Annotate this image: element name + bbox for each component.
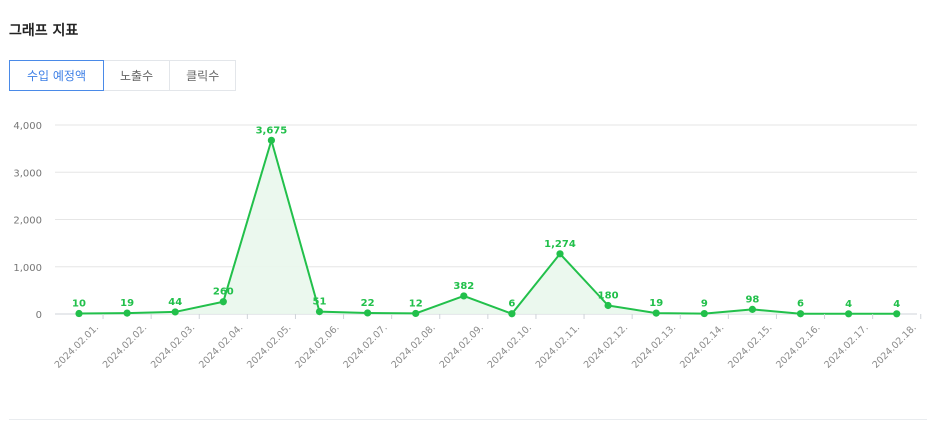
x-tick-label: 2024.02.13. <box>630 322 678 370</box>
tab-impressions[interactable]: 노출수 <box>103 60 171 91</box>
series-area <box>79 140 897 314</box>
x-tick-label: 2024.02.04. <box>197 322 245 370</box>
data-label: 6 <box>508 299 515 310</box>
x-tick-label: 2024.02.07. <box>341 322 389 370</box>
metric-tabs: 수입 예정액 노출수 클릭수 <box>9 60 237 91</box>
data-point[interactable] <box>123 309 131 317</box>
tab-expected-revenue[interactable]: 수입 예정액 <box>9 60 105 91</box>
data-point[interactable] <box>412 309 420 318</box>
gridlines <box>55 124 917 315</box>
x-axis-labels: 2024.02.01. 2024.02.02. 2024.02.03. 2024.02… <box>53 314 922 371</box>
data-label: 98 <box>745 294 759 305</box>
y-axis-labels: 0 1,000 2,000 3,000 4,000 <box>13 121 42 321</box>
data-point[interactable] <box>315 307 324 316</box>
data-point[interactable] <box>219 298 227 306</box>
x-tick-label: 2024.02.03. <box>149 322 197 370</box>
y-tick-label: 0 <box>36 310 42 321</box>
data-label: 44 <box>168 297 182 308</box>
data-label: 4 <box>893 299 900 310</box>
page-title: 그래프 지표 <box>9 23 79 39</box>
data-label: 10 <box>72 299 86 310</box>
x-tick-label: 2024.02.12. <box>582 322 630 370</box>
data-label: 22 <box>361 298 375 309</box>
data-label: 180 <box>598 290 619 301</box>
x-tick-label: 2024.02.01. <box>53 322 101 370</box>
series-line-path <box>78 139 897 315</box>
data-label: 6 <box>797 299 804 310</box>
x-tick-label: 2024.02.02. <box>101 322 149 370</box>
series-area-fill <box>79 140 897 314</box>
x-tick-label: 2024.02.15. <box>726 322 774 370</box>
data-label: 4 <box>845 299 852 310</box>
data-label: 12 <box>409 298 423 309</box>
data-point[interactable] <box>75 309 83 318</box>
x-tick-label: 2024.02.16. <box>774 322 822 370</box>
data-point[interactable] <box>796 310 805 318</box>
data-label: 51 <box>313 297 327 308</box>
y-tick-label: 4,000 <box>13 121 42 132</box>
data-point[interactable] <box>652 309 660 317</box>
data-point[interactable] <box>845 310 853 318</box>
x-tick-label: 2024.02.06. <box>293 322 341 370</box>
data-point[interactable] <box>508 310 516 318</box>
x-tick-label: 2024.02.18. <box>870 322 918 370</box>
data-point[interactable] <box>267 136 275 144</box>
data-label: 19 <box>649 298 663 309</box>
x-tick-label: 2024.02.11. <box>534 322 582 370</box>
data-label: 1,274 <box>544 239 576 250</box>
data-point[interactable] <box>460 292 468 300</box>
data-point[interactable] <box>171 308 179 316</box>
x-tick-label: 2024.02.17. <box>822 322 870 370</box>
y-tick-label: 1,000 <box>13 263 42 274</box>
tab-clicks[interactable]: 클릭수 <box>169 60 237 91</box>
data-point[interactable] <box>556 250 564 258</box>
x-tick-label: 2024.02.09. <box>438 322 486 370</box>
data-point[interactable] <box>604 301 612 310</box>
data-label: 19 <box>120 298 134 309</box>
data-label: 9 <box>701 299 708 310</box>
bottom-divider <box>9 419 927 420</box>
x-tick-label: 2024.02.14. <box>678 322 726 370</box>
data-label: 260 <box>213 287 234 298</box>
data-point[interactable] <box>364 309 372 317</box>
series-line <box>78 139 897 315</box>
x-tick-label: 2024.02.08. <box>389 322 437 370</box>
data-points <box>75 136 901 318</box>
y-tick-label: 2,000 <box>13 216 42 227</box>
data-point[interactable] <box>748 305 757 313</box>
data-point[interactable] <box>893 310 901 318</box>
data-point[interactable] <box>700 309 708 318</box>
x-tick-label: 2024.02.10. <box>486 322 534 370</box>
data-label: 382 <box>453 281 474 292</box>
x-tick-label: 2024.02.05. <box>245 322 293 370</box>
data-label: 3,675 <box>256 125 288 136</box>
y-tick-label: 3,000 <box>13 168 42 179</box>
